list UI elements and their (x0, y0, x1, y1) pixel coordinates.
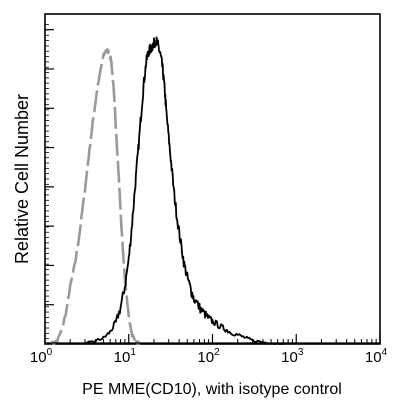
x-axis-tick-labels: 100 101 102 103 104 (30, 347, 388, 366)
isotype-control-series (50, 48, 141, 346)
x-tick-label: 101 (114, 347, 137, 366)
x-axis-label: PE MME(CD10), with isotype control (82, 381, 342, 398)
cd10-series (84, 36, 284, 345)
x-tick-label: 103 (281, 347, 304, 366)
y-axis-ticks (45, 24, 54, 340)
x-tick-label: 102 (197, 347, 220, 366)
y-axis-label: Relative Cell Number (12, 94, 32, 264)
x-tick-label: 100 (30, 347, 53, 366)
x-tick-label: 104 (365, 347, 388, 366)
series-layer (45, 36, 380, 346)
plot-frame (44, 13, 381, 345)
